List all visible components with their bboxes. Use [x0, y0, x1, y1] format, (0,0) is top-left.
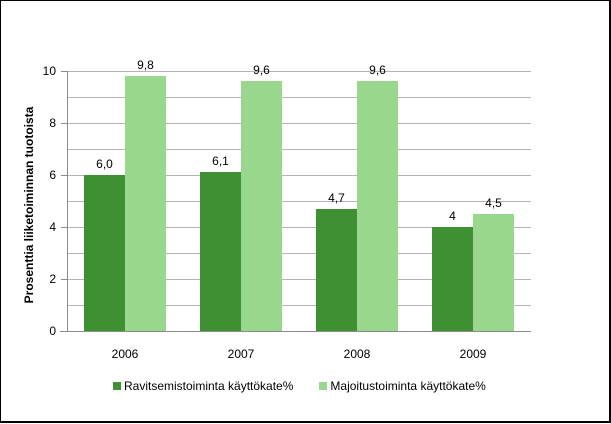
bar-2008-ravitsemistoiminta — [316, 209, 357, 331]
x-tick-label: 2008 — [343, 347, 371, 361]
data-label: 9,8 — [137, 58, 154, 73]
y-axis-title: Prosenttia liiketoiminnan tuotoista — [22, 106, 36, 304]
legend-item-ravitsemistoiminta: Ravitsemistoiminta käyttökate% — [113, 379, 293, 393]
x-tick-label: 2009 — [459, 347, 487, 361]
plot-area — [67, 71, 531, 331]
data-label: 6,1 — [212, 154, 229, 169]
bar-2006-ravitsemistoiminta — [84, 175, 125, 331]
legend: Ravitsemistoiminta käyttökate% Majoitust… — [113, 379, 486, 393]
bar-2009-ravitsemistoiminta — [432, 227, 473, 331]
gridline — [67, 71, 531, 72]
legend-label: Majoitustoiminta käyttökate% — [330, 379, 486, 393]
legend-swatch-light-green — [319, 382, 328, 390]
bar-2007-ravitsemistoiminta — [200, 172, 241, 331]
data-label: 6,0 — [96, 157, 113, 171]
data-label: 9,6 — [253, 63, 270, 78]
y-tick-mark — [61, 279, 67, 280]
gridline — [67, 97, 531, 98]
y-tick-mark — [61, 71, 67, 72]
y-tick-mark — [61, 227, 67, 228]
y-tick-label: 0 — [49, 324, 56, 338]
gridline — [67, 253, 531, 254]
y-tick-label: 6 — [49, 168, 56, 182]
gridline — [67, 201, 531, 202]
bar-2008-majoitustoiminta — [357, 81, 398, 331]
y-tick-mark — [61, 331, 67, 332]
y-tick-label: 2 — [49, 272, 56, 286]
gridline — [67, 123, 531, 124]
data-label: 4,5 — [485, 196, 502, 210]
gridline — [67, 279, 531, 280]
bar-2006-majoitustoiminta — [125, 76, 166, 331]
y-tick-mark — [61, 175, 67, 176]
data-label: 4 — [449, 209, 456, 223]
y-tick-label: 4 — [49, 220, 56, 234]
gridline — [67, 175, 531, 176]
x-tick-label: 2007 — [227, 347, 255, 361]
data-label: 9,6 — [369, 63, 386, 78]
bar-2007-majoitustoiminta — [241, 81, 282, 331]
y-tick-mark — [61, 123, 67, 124]
y-axis-line — [67, 71, 68, 331]
x-tick-label: 2006 — [111, 347, 139, 361]
y-tick-label: 10 — [42, 64, 56, 78]
gridline — [67, 227, 531, 228]
gridline — [67, 149, 531, 150]
legend-swatch-dark-green — [113, 382, 121, 390]
bar-2009-majoitustoiminta — [473, 214, 514, 331]
legend-label: Ravitsemistoiminta käyttökate% — [124, 379, 294, 393]
legend-item-majoitustoiminta: Majoitustoiminta käyttökate% — [319, 379, 486, 393]
data-label: 4,7 — [328, 190, 345, 205]
gridline — [67, 305, 531, 306]
x-axis-line — [60, 331, 531, 332]
y-tick-label: 8 — [49, 116, 56, 130]
